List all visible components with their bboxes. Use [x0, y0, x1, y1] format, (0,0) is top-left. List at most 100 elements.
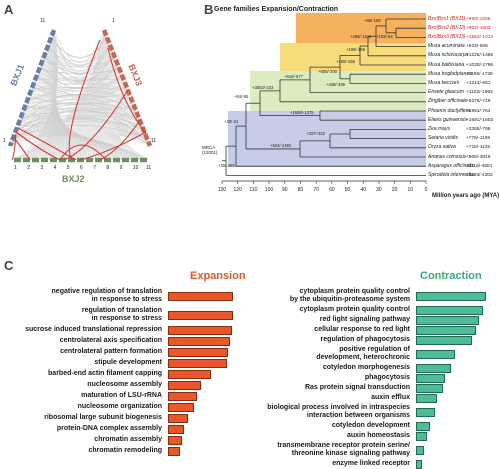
expansion-term-label: chromatin remodeling	[88, 447, 162, 454]
background-link	[94, 100, 133, 161]
species-count: +716/-1145	[466, 145, 491, 151]
phylogenetic-tree: 130 120 110 100 90 80 70 60 50 40 30 20 10 0	[218, 13, 428, 193]
node-count-label: +84/-55	[234, 94, 249, 100]
bxj2-tick-label: 2	[27, 165, 30, 171]
highlight-link	[59, 144, 107, 161]
synteny-triangle	[7, 29, 153, 163]
node-count-label: +337/-322	[306, 130, 325, 136]
contraction-bar	[416, 459, 422, 469]
expansion-term-label: protein-DNA complex assembly	[56, 425, 162, 432]
bxj2-tick-label: 8	[106, 165, 110, 171]
background-link	[20, 110, 140, 120]
background-link	[9, 119, 151, 147]
expansion-bar	[168, 325, 232, 335]
bxj1-chromosome-axis	[7, 29, 57, 147]
mrca-label: MRCA (12001)	[202, 145, 218, 155]
go-enrichment-panel: Expansion Contraction negative regulatio…	[0, 270, 500, 469]
background-link	[42, 59, 117, 71]
expansion-bar	[168, 310, 233, 320]
panel-a-letter: A	[4, 2, 14, 17]
background-link	[29, 95, 131, 106]
contraction-bar	[416, 421, 430, 431]
species-label: Zingiber officinale	[428, 98, 468, 105]
species-label: Bxx|Bxx2 (BXJ2)	[428, 24, 466, 31]
species-label: Musa acuminata	[428, 43, 465, 50]
contraction-bar	[416, 373, 446, 383]
expansion-term-label: ribosomal large subunit biogenesis	[44, 414, 162, 421]
bxj3-chromosome-axis	[101, 29, 153, 147]
bxj1-tick-bottom: 1	[3, 138, 6, 144]
species-count: +1183/-4302	[466, 172, 493, 178]
time-axis-tick-label: 40	[360, 187, 366, 193]
contraction-term-label: positive regulation of development, hete…	[316, 346, 410, 361]
node-count-label: +1658/-1375	[290, 109, 314, 115]
background-link	[98, 105, 135, 161]
contraction-term-label: auxin efflux	[371, 394, 410, 401]
highlight-link	[107, 47, 147, 135]
expansion-term-label: centrolateral axis specification	[59, 337, 162, 344]
highlight-synteny-links	[11, 39, 147, 161]
species-count: +990/-1065	[466, 16, 491, 22]
background-link	[43, 56, 115, 74]
background-link	[34, 77, 125, 81]
contraction-term-label: cotyledon morphogenesis	[322, 364, 410, 371]
species-count: +1196/-1739	[466, 71, 493, 77]
contraction-term-label: cotyledon development	[331, 422, 410, 429]
species-label: Setaria viridis	[428, 135, 459, 142]
expansion-bar	[168, 336, 231, 346]
time-axis-tick-label: 110	[249, 187, 257, 193]
expansion-title: Expansion	[190, 270, 246, 282]
species-label: Ananas comosus	[428, 153, 467, 160]
background-link	[27, 88, 133, 101]
background-link	[46, 48, 112, 62]
bxj2-tick-label: 7	[93, 165, 96, 171]
background-link	[50, 38, 108, 58]
bxj2-tick-label: 10	[132, 165, 139, 171]
background-link	[43, 58, 116, 68]
species-label: Musa schizocarpa	[428, 52, 469, 59]
bxj1-tick-top: 11	[40, 18, 46, 24]
background-link	[117, 134, 149, 161]
contraction-title: Contraction	[420, 270, 482, 282]
background-link	[38, 70, 121, 74]
contraction-term-label: phagocytosis	[364, 374, 410, 381]
background-link	[25, 99, 134, 105]
contraction-bar	[416, 431, 428, 441]
species-label: Ensete glaucum	[428, 89, 464, 96]
bxj2-tick-label: 4	[53, 165, 57, 171]
time-axis-tick-label: 90	[282, 187, 288, 193]
background-link	[18, 98, 141, 123]
background-link	[37, 73, 122, 93]
expansion-term-label: chromatin assembly	[94, 436, 162, 443]
species-count: +1964/-764	[466, 108, 491, 114]
contraction-term-label: auxin homeostasis	[346, 432, 410, 439]
species-count: +1213/-651	[466, 80, 491, 86]
phylogeny-panel: Gene families Expansion/Contraction 130 1…	[200, 0, 500, 210]
expansion-term-label: regulation of translation in response to…	[81, 307, 162, 322]
expansion-bar	[168, 369, 211, 379]
panel-b-letter: B	[204, 2, 214, 17]
bxj2-tick-label: 5	[66, 165, 70, 171]
node-count-label: +3553/-233	[252, 84, 274, 90]
contraction-bar	[416, 393, 437, 403]
background-link	[44, 55, 115, 82]
contraction-bar	[416, 335, 472, 345]
expansion-bar	[168, 402, 194, 412]
background-link	[49, 39, 109, 66]
synteny-triangle-panel: BXJ1 BXJ3 BXJ2 11 1 1 11 1 2 3 4 5 6 7 8 9 10 11	[0, 0, 160, 185]
background-link	[49, 41, 109, 75]
expansion-bar	[168, 435, 183, 445]
background-link	[21, 101, 138, 115]
bxj2-tick-label: 6	[80, 165, 83, 171]
contraction-bar	[416, 363, 451, 373]
contraction-bar	[416, 349, 455, 359]
node-count-label: +98/-198	[364, 17, 381, 23]
contraction-term-label: Ras protein signal transduction	[304, 384, 410, 391]
bxj2-tick-label: 11	[146, 165, 152, 171]
node-count-label: +108/-256	[336, 58, 355, 64]
species-count: +776/-1169	[466, 136, 491, 142]
contraction-term-label: enzyme linked receptor	[332, 460, 410, 467]
contraction-bar	[416, 305, 483, 315]
highlight-link	[11, 133, 17, 161]
expansion-term-label: barbed-end actin filament capping	[48, 370, 162, 377]
